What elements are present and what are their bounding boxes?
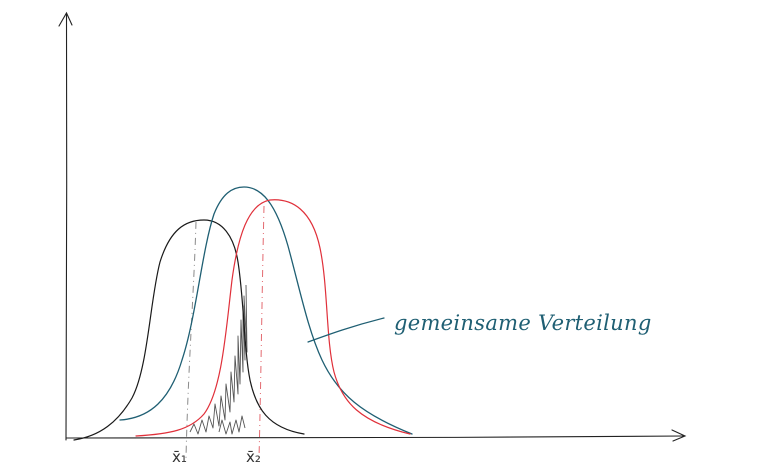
axes: [58, 11, 687, 442]
overlap-hatching: [189, 284, 248, 435]
y-axis-arrowhead: [58, 11, 73, 27]
mean-line-right: [258, 205, 265, 459]
x-axis-arrowhead: [671, 429, 687, 442]
annotation-label: gemeinsame Verteilung: [394, 311, 652, 335]
curve-black: [73, 219, 305, 441]
mean-marker-right: x̄₂: [246, 448, 261, 464]
curve-red: [135, 199, 411, 437]
y-axis: [65, 13, 68, 441]
annotation-pointer: [307, 317, 385, 343]
x-axis: [65, 435, 685, 439]
curve-teal: [119, 186, 413, 435]
mean-marker-left: x̄₁: [172, 448, 187, 464]
mean-line-left: [185, 221, 197, 459]
